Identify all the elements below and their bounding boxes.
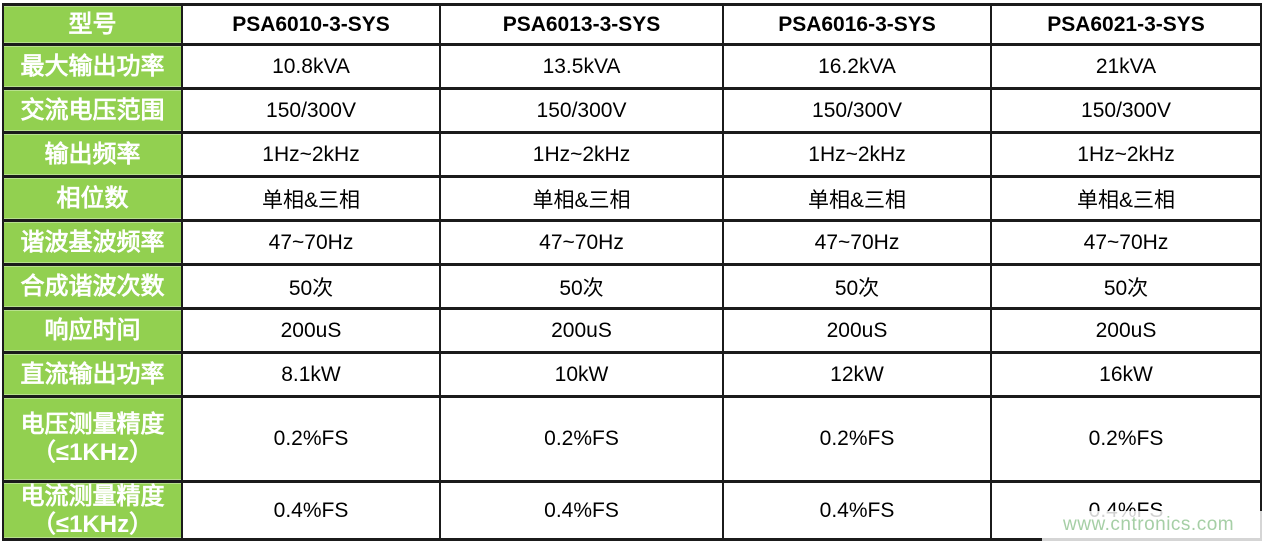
value-cell: 0.4%FS: [439, 479, 724, 542]
row-label-cell: 相位数: [2, 175, 183, 222]
value-cell: 1Hz~2kHz: [439, 131, 724, 178]
value-cell: 1Hz~2kHz: [990, 131, 1262, 178]
value-cell: 10kW: [439, 351, 724, 398]
value-cell: 150/300V: [439, 87, 724, 134]
value-cell: 50次: [722, 263, 992, 310]
row-label-cell: 交流电压范围: [2, 87, 183, 134]
value-cell: 150/300V: [181, 87, 441, 134]
table-row: 电压测量精度 （≤1KHz） 0.2%FS 0.2%FS 0.2%FS 0.2%…: [2, 395, 1262, 483]
table-row: 响应时间 200uS 200uS 200uS 200uS: [2, 307, 1262, 354]
table-row: 谐波基波频率 47~70Hz 47~70Hz 47~70Hz 47~70Hz: [2, 219, 1262, 266]
value-cell: 47~70Hz: [439, 219, 724, 266]
value-cell: 单相&三相: [439, 175, 724, 222]
value-cell: 0.2%FS: [990, 395, 1262, 483]
table-row: 电流测量精度 （≤1KHz） 0.4%FS 0.4%FS 0.4%FS 0.4%…: [2, 479, 1262, 542]
spec-table: 型号 PSA6010-3-SYS PSA6013-3-SYS PSA6016-3…: [2, 3, 1262, 542]
value-cell: 200uS: [181, 307, 441, 354]
watermark-band: [1042, 511, 1264, 543]
row-label-cell: 响应时间: [2, 307, 183, 354]
value-cell: 单相&三相: [722, 175, 992, 222]
model-header-cell: PSA6021-3-SYS: [990, 3, 1262, 46]
value-cell: 0.4%FS: [181, 479, 441, 542]
table-row: 最大输出功率 10.8kVA 13.5kVA 16.2kVA 21kVA: [2, 43, 1262, 90]
value-cell: 16kW: [990, 351, 1262, 398]
value-cell: 47~70Hz: [181, 219, 441, 266]
row-label: 电流测量精度: [20, 483, 165, 510]
value-cell: 1Hz~2kHz: [181, 131, 441, 178]
value-cell: 0.2%FS: [439, 395, 724, 483]
table-row: 输出频率 1Hz~2kHz 1Hz~2kHz 1Hz~2kHz 1Hz~2kHz: [2, 131, 1262, 178]
row-label: 电压测量精度: [20, 411, 165, 439]
value-cell: 50次: [990, 263, 1262, 310]
value-cell: 200uS: [990, 307, 1262, 354]
value-cell: 47~70Hz: [722, 219, 992, 266]
value-cell: 200uS: [722, 307, 992, 354]
value-cell: 12kW: [722, 351, 992, 398]
value-cell: 200uS: [439, 307, 724, 354]
value-cell: 150/300V: [722, 87, 992, 134]
value-cell: 50次: [439, 263, 724, 310]
value-cell: 8.1kW: [181, 351, 441, 398]
value-cell: 单相&三相: [181, 175, 441, 222]
value-cell: 47~70Hz: [990, 219, 1262, 266]
value-cell: 0.2%FS: [722, 395, 992, 483]
value-cell: 150/300V: [990, 87, 1262, 134]
row-label-cell: 输出频率: [2, 131, 183, 178]
value-cell: 0.4%FS: [722, 479, 992, 542]
table-row: 相位数 单相&三相 单相&三相 单相&三相 单相&三相: [2, 175, 1262, 222]
row-label-sub: （≤1KHz）: [31, 510, 154, 538]
value-cell: 0.2%FS: [181, 395, 441, 483]
model-header-cell: PSA6016-3-SYS: [722, 3, 992, 46]
value-cell: 21kVA: [990, 43, 1262, 90]
value-cell: 10.8kVA: [181, 43, 441, 90]
value-cell: 16.2kVA: [722, 43, 992, 90]
row-label-cell: 电压测量精度 （≤1KHz）: [2, 395, 183, 483]
row-label-cell: 直流输出功率: [2, 351, 183, 398]
table-row: 合成谐波次数 50次 50次 50次 50次: [2, 263, 1262, 310]
table-row: 交流电压范围 150/300V 150/300V 150/300V 150/30…: [2, 87, 1262, 134]
row-label-cell: 最大输出功率: [2, 43, 183, 90]
row-label-cell: 谐波基波频率: [2, 219, 183, 266]
value-cell: 单相&三相: [990, 175, 1262, 222]
model-header-cell: PSA6013-3-SYS: [439, 3, 724, 46]
value-cell: 13.5kVA: [439, 43, 724, 90]
table-row: 直流输出功率 8.1kW 10kW 12kW 16kW: [2, 351, 1262, 398]
watermark: www.cntronics.com: [1063, 514, 1235, 535]
value-cell: 50次: [181, 263, 441, 310]
table-header-row: 型号 PSA6010-3-SYS PSA6013-3-SYS PSA6016-3…: [2, 3, 1262, 46]
row-label-cell: 电流测量精度 （≤1KHz）: [2, 479, 183, 542]
row-label-sub: （≤1KHz）: [31, 439, 154, 466]
value-cell: 1Hz~2kHz: [722, 131, 992, 178]
model-header-cell: PSA6010-3-SYS: [181, 3, 441, 46]
table-title-cell: 型号: [2, 3, 183, 46]
row-label-cell: 合成谐波次数: [2, 263, 183, 310]
